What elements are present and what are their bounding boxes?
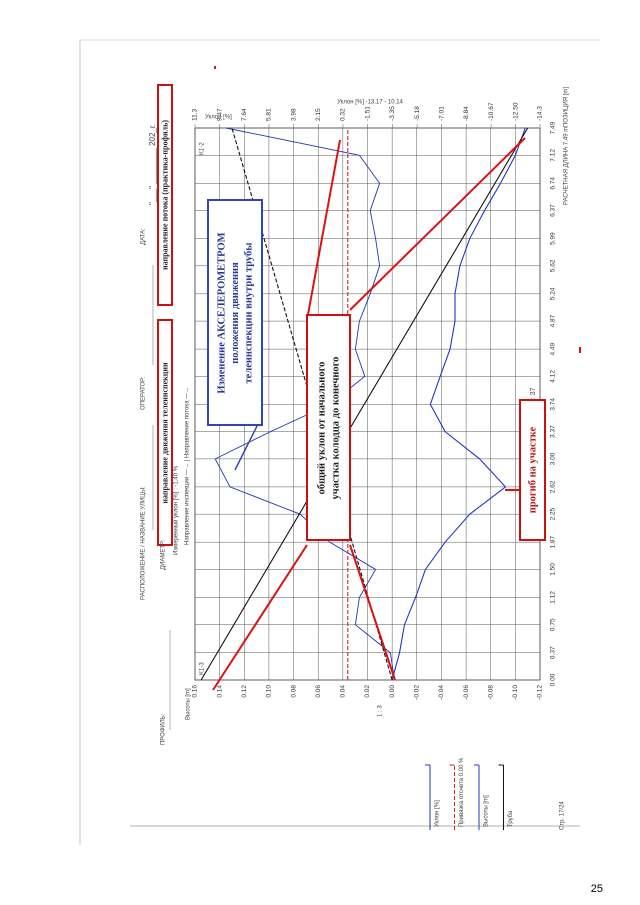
y2-tick-label: 7.64 (241, 108, 248, 121)
legend-label: Привязка отсчета 0.00 % (459, 757, 465, 827)
y-tick-label: 0.02 (364, 685, 371, 698)
y2-tick-label: -3.35 (389, 106, 396, 121)
x-tick-label: 7.49 (550, 121, 557, 134)
x-tick-label: 1.50 (550, 563, 557, 576)
x-axis-label: ПОЗИЦИЯ [m] (564, 87, 570, 127)
y2-tick-label: -1.51 (364, 106, 371, 121)
y2-tick-label: -5.18 (414, 106, 421, 121)
legend-label: Труба (508, 810, 514, 827)
sag-text: прогиб на участке (527, 426, 538, 513)
operator-label: ОПЕРАТОР: (141, 376, 147, 410)
x-tick-label: 0.00 (550, 673, 557, 686)
slope-text: участка колодца до конечного (330, 357, 341, 500)
x-tick-label: 1.87 (550, 535, 557, 548)
x-tick-label: 4.12 (550, 370, 557, 383)
series-line (391, 127, 526, 681)
y2-tick-label: -7.01 (438, 106, 445, 121)
x-tick-label: 5.99 (550, 232, 557, 245)
legend-label: Уклон [%] (435, 800, 441, 827)
street-label: РАСПОЛОЖЕНИЕ / НАЗВАНИЕ УЛИЦЫ: (141, 486, 147, 600)
x-tick-label: 2.25 (550, 507, 557, 520)
date-label: ДАТА: (141, 228, 147, 245)
y-tick-label: -0.08 (487, 685, 494, 700)
x-tick-label: 0.37 (550, 646, 557, 659)
red-mark (579, 347, 581, 353)
series-line (200, 127, 529, 681)
page-number: 25 (591, 883, 603, 895)
y2-tick-label: -8.84 (463, 106, 470, 121)
y2-tick-label: 0.32 (340, 108, 347, 121)
x-tick-label: 5.62 (550, 259, 557, 272)
y-tick-label: 0.04 (340, 685, 347, 698)
y2-axis-label: Уклон [%] (205, 115, 232, 121)
slope-text: общий уклон от начального (316, 362, 327, 495)
direction-note: Направление инспекции —→ | Направление п… (185, 387, 191, 545)
y-tick-label: -0.02 (414, 685, 421, 700)
legend-label: Высоты [m] (484, 795, 490, 827)
y-tick-label: -0.04 (438, 685, 445, 700)
y2-title: Уклон [%] -13.17 - 10.14 (337, 100, 403, 106)
slope-box (306, 314, 351, 541)
x-tick-label: 2.62 (550, 480, 557, 493)
red-arrow (212, 544, 308, 691)
red-arrow (349, 137, 526, 311)
y2-tick-label: 2.15 (315, 108, 322, 121)
y-tick-label: 0.16 (192, 685, 199, 698)
y2-tick-label: 11.3 (192, 108, 199, 121)
page-reference: Стр. 17/24 (560, 801, 566, 830)
red-mark (214, 66, 216, 69)
y-tick-label: 0.14 (216, 685, 223, 698)
x-tick-label: 6.74 (550, 177, 557, 190)
diameter-label: ДИАМЕТР: (161, 539, 167, 570)
accelerometer-box (207, 199, 263, 426)
x-tick-label: 0.75 (550, 618, 557, 631)
blue-arrow (234, 419, 261, 471)
accelerometer-text: Изменение АКСЕЛЕРОМЕТРОМ (216, 232, 227, 393)
y-tick-label: 0.06 (315, 685, 322, 698)
y2-tick-label: -10.67 (488, 102, 495, 121)
x-tick-label: 7.12 (550, 149, 557, 162)
red-arrow (349, 544, 396, 681)
x-tick-label: 5.24 (550, 287, 557, 300)
y-axis-label: Высоты [m] (186, 688, 192, 720)
x-tick-label: 4.49 (550, 342, 557, 355)
ratio-note: 1 : 3 (378, 705, 384, 717)
x-tick-label: 4.87 (550, 314, 557, 327)
y2-tick-label: 5.81 (266, 108, 273, 121)
measured-slope: Измеренный уклон [%] : -1.40 % (173, 465, 180, 555)
accelerometer-text: положения движения (230, 262, 241, 364)
red-arrow (306, 139, 341, 321)
date-blank: "___" ________ 202_г. (148, 124, 157, 205)
accelerometer-text: телеинспекции внутри трубы (243, 243, 254, 384)
flow-direction: направление потока (практика-профиль) (160, 120, 169, 270)
x-tick-label: 6.37 (550, 204, 557, 217)
rotated-sheet: ПРОФИЛЬ: РАСПОЛОЖЕНИЕ / НАЗВАНИЕ УЛИЦЫ: ОП… (79, 39, 600, 845)
inspection-direction: направление движения телеинспекции (160, 362, 169, 504)
end-label: K1-2 (200, 142, 206, 155)
profile-label: ПРОФИЛЬ: (161, 713, 167, 745)
x-tick-label: 3.00 (550, 452, 557, 465)
x-tick-label: 3.74 (550, 398, 557, 411)
y2-tick-label: 3.98 (290, 108, 297, 121)
y-tick-label: -0.10 (512, 685, 519, 700)
y-tick-label: 0.00 (389, 685, 396, 698)
y2-tick-label: -12.50 (512, 102, 519, 121)
red-box (157, 319, 173, 546)
y-tick-label: 0.12 (241, 685, 248, 698)
x-tick-label: 1.12 (550, 591, 557, 604)
length-note: РАСЧЕТНАЯ ДЛИНА 7.49 m (564, 127, 570, 205)
y2-tick-label: -14.3 (537, 106, 544, 121)
y2-tick-label: 9.47 (216, 108, 223, 121)
y-tick-label: -0.12 (537, 685, 544, 700)
y-tick-label: 0.08 (290, 685, 297, 698)
y-tick-label: -0.06 (463, 685, 470, 700)
red-box (157, 84, 173, 306)
y-tick-label: 0.10 (266, 685, 273, 698)
x-tick-label: 3.37 (550, 425, 557, 438)
annotation-layer: Уклон [%] -13.17 - 10.14 Уклон [%] 25 (205, 66, 603, 895)
sag-box (519, 399, 546, 541)
start-label: K1-3 (200, 662, 206, 675)
scale-note: 1 : 37 (530, 387, 537, 405)
